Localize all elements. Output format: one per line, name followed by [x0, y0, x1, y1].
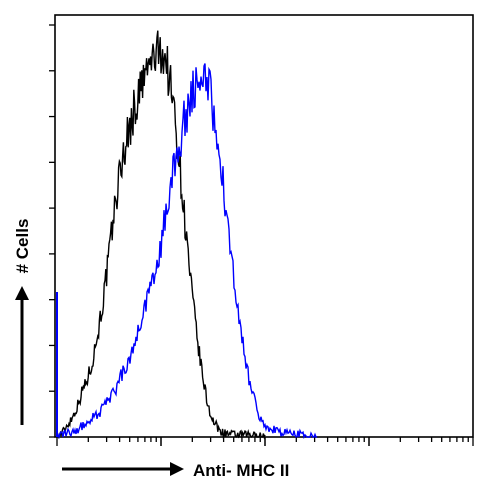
- x-axis-arrow-head: [170, 462, 184, 476]
- series-line-1: [56, 63, 317, 440]
- x-axis-ticks: [56, 437, 474, 446]
- y-axis-arrow-head: [15, 286, 29, 300]
- y-axis-ticks: [49, 24, 55, 438]
- plot-frame: [54, 14, 474, 438]
- y-axis-label: # Cells: [13, 219, 32, 274]
- series-line-0: [56, 30, 266, 440]
- series-layer: [56, 30, 317, 440]
- x-axis-label: Anti- MHC II: [193, 461, 289, 480]
